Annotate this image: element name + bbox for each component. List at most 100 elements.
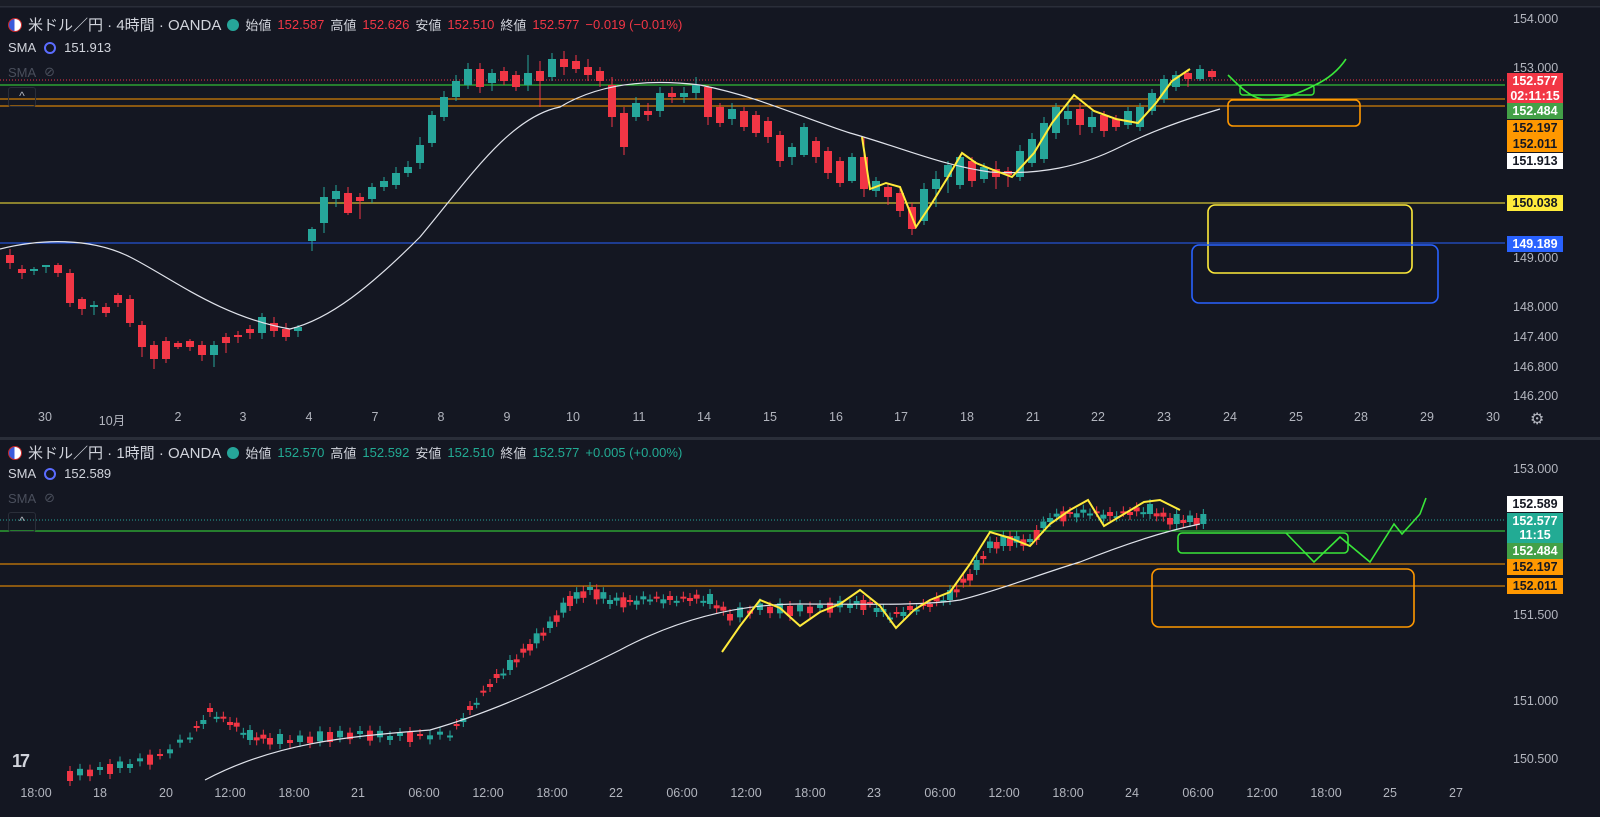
candle-body	[186, 341, 194, 347]
price-tag: 149.189	[1507, 236, 1563, 252]
candle-body	[357, 731, 363, 734]
candle-body	[1088, 117, 1096, 127]
symbol-title[interactable]: 米ドル／円 · 1時間 · OANDA	[28, 445, 222, 462]
chart-canvas-4h[interactable]	[0, 7, 1600, 437]
candle-body	[6, 255, 14, 263]
price-tag: 152.011	[1507, 578, 1563, 594]
candle-body	[147, 754, 153, 765]
zone-orange	[1151, 568, 1415, 628]
candle-body	[817, 605, 823, 608]
pane-divider[interactable]	[0, 437, 1600, 440]
time-axis-label: 25	[1383, 786, 1397, 800]
candle-body	[1087, 513, 1093, 516]
candle-body	[993, 542, 1000, 549]
candle-body	[512, 75, 520, 87]
zone-blue	[1191, 244, 1439, 304]
sma-loading-icon	[44, 467, 57, 480]
candle-body	[540, 632, 547, 636]
chevron-up-icon: ^	[19, 514, 25, 528]
candle-body	[198, 345, 206, 355]
candle-body	[873, 608, 880, 612]
sma-indicator-legend[interactable]: SMA 152.589	[8, 466, 111, 481]
candle-body	[193, 726, 200, 728]
candle-body	[593, 589, 600, 600]
market-status-icon	[227, 446, 240, 459]
candle-body	[653, 596, 660, 599]
eye-off-icon[interactable]: ⊘	[44, 64, 56, 79]
candle-body	[177, 739, 183, 743]
candle-body	[114, 295, 122, 303]
candle-body	[547, 621, 553, 628]
market-status-icon	[227, 18, 240, 31]
change-value: −0.019 (−0.01%)	[585, 17, 683, 32]
candle-body	[580, 591, 587, 598]
candle-body	[656, 93, 664, 111]
chart-pane-1h[interactable]: 米ドル／円 · 1時間 · OANDA 始値 152.570 高値 152.592 …	[0, 440, 1600, 817]
candle-body	[222, 337, 230, 343]
candle-body	[347, 732, 353, 740]
time-axis-label: 20	[159, 786, 173, 800]
chevron-up-icon: ^	[19, 89, 25, 103]
price-tag: 152.589	[1507, 496, 1563, 512]
candle-body	[162, 341, 170, 359]
candle-body	[536, 71, 544, 81]
symbol-title[interactable]: 米ドル／円 · 4時間 · OANDA	[28, 17, 222, 34]
chart-pane-4h[interactable]: 米ドル／円 · 4時間 · OANDA 始値 152.587 高値 152.626 …	[0, 7, 1600, 437]
gear-icon[interactable]: ⚙	[1530, 411, 1545, 428]
candle-body	[953, 589, 960, 593]
time-axis-label: 30	[1486, 410, 1500, 424]
time-axis-label: 28	[1354, 410, 1368, 424]
candle-body	[1200, 514, 1207, 524]
candle-body	[673, 600, 680, 603]
price-tag: 152.484	[1507, 103, 1563, 119]
eye-off-icon[interactable]: ⊘	[44, 490, 56, 505]
candle-body	[907, 606, 913, 610]
candle-body	[980, 167, 988, 179]
candle-body	[1040, 123, 1048, 159]
candle-body	[488, 73, 496, 83]
candle-body	[524, 73, 532, 85]
candle-body	[956, 157, 964, 185]
candle-body	[620, 113, 628, 147]
candle-body	[764, 121, 772, 137]
candle-body	[107, 764, 113, 774]
sma-hidden-legend[interactable]: SMA ⊘	[8, 64, 55, 80]
candle-body	[18, 269, 26, 273]
collapse-legend-button[interactable]: ^	[8, 512, 36, 532]
candle-body	[127, 764, 133, 768]
candle-body	[867, 602, 873, 604]
candle-body	[368, 187, 376, 199]
candle-body	[282, 329, 290, 337]
sma-indicator-legend[interactable]: SMA 151.913	[8, 40, 111, 55]
time-axis-label: 24	[1125, 786, 1139, 800]
candle-body	[520, 648, 527, 653]
price-tag: 150.038	[1507, 195, 1563, 211]
time-axis-label: 22	[609, 786, 623, 800]
price-tag: 152.011	[1507, 136, 1563, 152]
candle-body	[560, 602, 567, 613]
sma-value: 151.913	[64, 40, 112, 55]
time-axis-label: 18:00	[536, 786, 568, 800]
time-axis-label: 12:00	[472, 786, 504, 800]
collapse-legend-button[interactable]: ^	[8, 87, 36, 107]
sma-hidden-legend[interactable]: SMA ⊘	[8, 490, 55, 506]
candle-body	[227, 722, 233, 725]
candle-body	[240, 732, 247, 735]
time-axis-label: 16	[829, 410, 843, 424]
candle-body	[356, 197, 364, 201]
candle-body	[344, 193, 352, 213]
candle-body	[213, 716, 220, 719]
tradingview-logo[interactable]: 17	[12, 751, 30, 771]
candle-body	[1160, 79, 1168, 99]
candle-body	[187, 737, 193, 740]
candle-body	[1040, 521, 1047, 528]
candle-body	[392, 173, 400, 185]
price-tag: 151.913	[1507, 153, 1563, 169]
chart-canvas-1h[interactable]	[0, 440, 1600, 817]
candle-body	[66, 273, 74, 303]
drawing-green-path	[1285, 497, 1427, 564]
candle-body	[567, 596, 573, 606]
candle-body	[1028, 139, 1036, 163]
candle-body	[687, 598, 693, 601]
time-axis-label: 22	[1091, 410, 1105, 424]
